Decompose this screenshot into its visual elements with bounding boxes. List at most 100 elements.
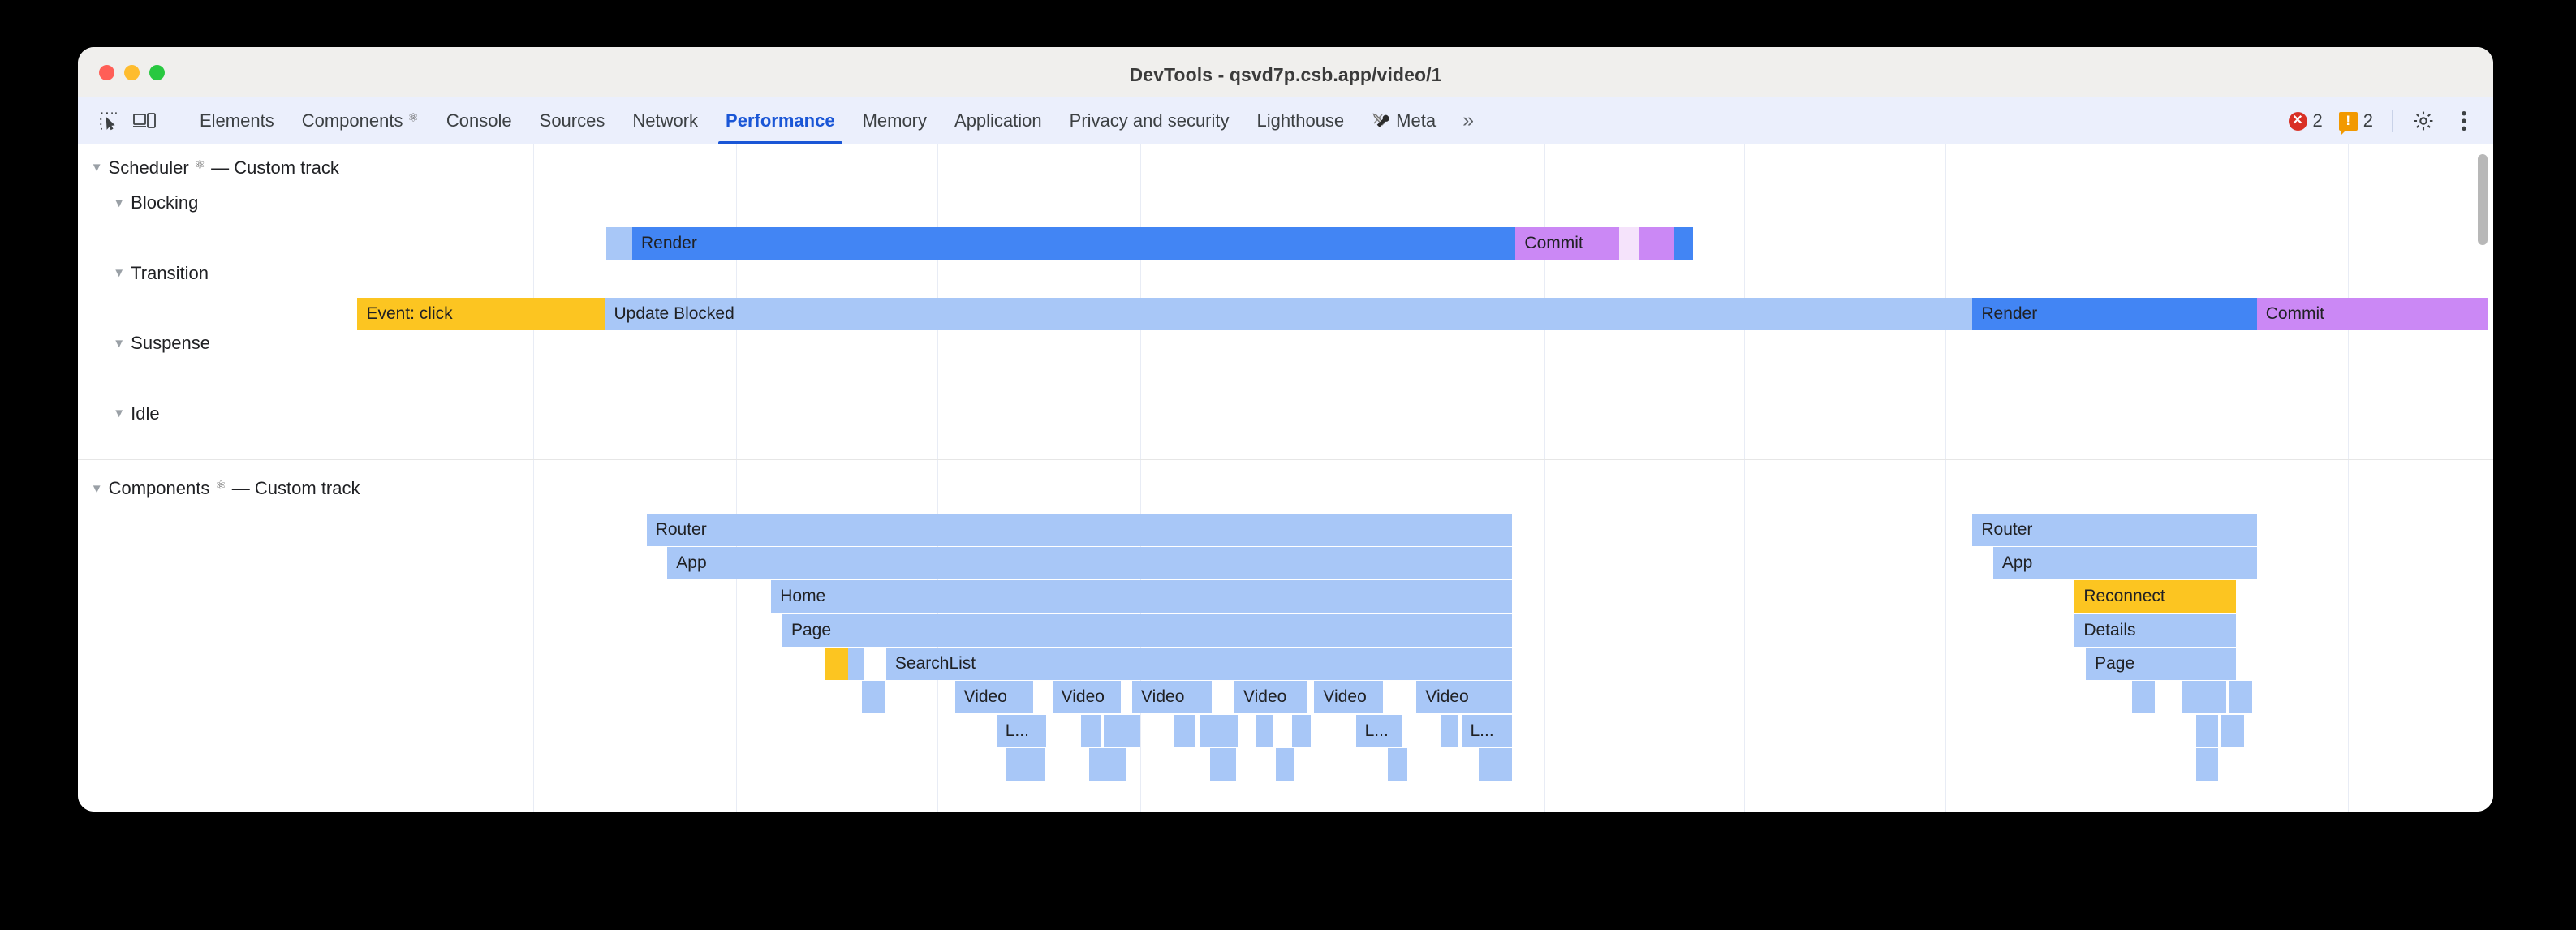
flame-bar[interactable] [1638,227,1674,260]
vertical-scrollbar[interactable] [2478,154,2488,245]
flame-bar-app[interactable]: App [667,547,1513,579]
flame-bar[interactable] [2195,714,2219,747]
flame-bar[interactable] [2195,748,2219,781]
flame-bar[interactable] [825,648,848,680]
flame-bar[interactable] [1210,748,1236,781]
group-label: Suspense [131,333,211,354]
flame-bar[interactable] [2182,681,2227,714]
group-label: Idle [131,403,160,424]
tab-application[interactable]: Application [941,97,1056,144]
error-badge[interactable]: ✕ 2 [2283,110,2328,131]
flame-bar[interactable] [1103,714,1140,747]
flame-bar-router[interactable]: Router [1972,513,2257,546]
tab-label: Network [632,110,699,131]
tab-lighthouse[interactable]: Lighthouse [1243,97,1359,144]
performance-flamechart[interactable]: ▼ Scheduler ⚛ — Custom track ▼ Blocking … [78,144,2493,812]
flame-bar[interactable] [2221,714,2244,747]
flame-bar[interactable] [1674,227,1693,260]
chevron-down-icon: ▼ [113,196,126,210]
group-label: Transition [131,262,209,283]
tab-components[interactable]: Components ⚛ [288,97,433,144]
flame-bar[interactable] [1291,714,1312,747]
zoom-button[interactable] [149,65,165,80]
track-title: Scheduler [108,157,189,178]
flame-bar[interactable] [1440,714,1458,747]
flame-bar[interactable] [1006,748,1045,781]
flame-bar-reconnect[interactable]: Reconnect [2074,580,2237,614]
gridline [2347,144,2349,812]
flame-bar-commit[interactable]: Commit [1515,227,1620,260]
flame-bar-app[interactable]: App [1992,547,2257,579]
tab-privacy-and-security[interactable]: Privacy and security [1056,97,1243,144]
track-group-suspense[interactable]: ▼ Suspense [113,333,210,354]
tab-meta[interactable]: Meta [1358,97,1450,144]
flame-bar[interactable] [2229,681,2252,714]
toolbar-divider [2392,110,2393,132]
flame-bar[interactable] [1199,714,1238,747]
gridline [937,144,938,812]
flame-bar-event-click[interactable]: Event: click [357,297,605,330]
toolbar-right-cluster: ✕ 2 ! 2 [2283,97,2483,144]
device-toolbar-icon[interactable] [127,105,162,137]
tab-network[interactable]: Network [618,97,712,144]
gridline [1945,144,1946,812]
gear-icon[interactable] [2406,105,2441,137]
flame-bar[interactable] [1479,748,1513,781]
flame-bar[interactable] [1174,714,1195,747]
flame-bar-video[interactable]: Video [1234,681,1307,714]
flame-bar-page[interactable]: Page [782,614,1513,647]
flame-bar[interactable] [1619,227,1639,260]
flame-bar-list[interactable]: L... [1461,714,1513,747]
flame-bar-list[interactable]: L... [996,714,1046,747]
gridline [1139,144,1141,812]
track-suffix: — Custom track [211,157,339,178]
window-titlebar: DevTools - qsvd7p.csb.app/video/1 [78,47,2493,97]
inspect-element-icon[interactable] [91,105,127,137]
flame-bar-render[interactable]: Render [1972,297,2257,330]
flame-bar-page[interactable]: Page [2086,648,2237,680]
flame-bar-details[interactable]: Details [2074,614,2237,647]
flame-bar-router[interactable]: Router [646,513,1513,546]
flame-bar-video[interactable]: Video [1416,681,1513,714]
flame-bar-video[interactable]: Video [954,681,1033,714]
minimize-button[interactable] [124,65,140,80]
flame-bar[interactable] [862,681,885,714]
tab-memory[interactable]: Memory [849,97,941,144]
track-header-scheduler[interactable]: ▼ Scheduler ⚛ — Custom track [91,157,339,179]
gridline [735,144,737,812]
flame-bar-update-blocked[interactable]: Update Blocked [605,297,1973,330]
tab-performance[interactable]: Performance [712,97,849,144]
flame-bar-home[interactable]: Home [771,580,1513,614]
more-tabs-icon[interactable]: » [1462,109,1474,131]
flame-bar-searchlist[interactable]: SearchList [885,648,1513,680]
group-label: Blocking [131,192,199,213]
tab-sources[interactable]: Sources [526,97,619,144]
flame-bar-list[interactable]: L... [1355,714,1402,747]
track-group-idle[interactable]: ▼ Idle [113,403,159,424]
flame-bar[interactable] [1387,748,1407,781]
track-group-blocking[interactable]: ▼ Blocking [113,192,198,213]
track-suffix: — Custom track [231,478,360,499]
error-icon: ✕ [2288,111,2307,131]
flame-bar[interactable] [1081,714,1101,747]
track-divider [78,459,2493,460]
tab-console[interactable]: Console [433,97,526,144]
flame-bar-video[interactable]: Video [1314,681,1384,714]
flame-bar-video[interactable]: Video [1132,681,1213,714]
flame-bar[interactable] [847,648,864,680]
flame-bar[interactable] [1088,748,1126,781]
tab-label: Elements [200,110,274,131]
three-dot-menu-icon[interactable] [2446,105,2482,137]
flame-bar-render[interactable]: Render [631,227,1516,260]
flame-bar-commit[interactable]: Commit [2256,297,2489,330]
track-group-transition[interactable]: ▼ Transition [113,263,209,284]
warning-badge[interactable]: ! 2 [2333,110,2379,135]
close-button[interactable] [99,65,114,80]
flame-bar-video[interactable]: Video [1052,681,1122,714]
flame-bar[interactable] [606,227,632,260]
flame-bar[interactable] [1255,714,1273,747]
tab-elements[interactable]: Elements [186,97,288,144]
flame-bar[interactable] [2132,681,2155,714]
track-header-components[interactable]: ▼ Components ⚛ — Custom track [91,478,360,499]
flame-bar[interactable] [1276,748,1294,781]
